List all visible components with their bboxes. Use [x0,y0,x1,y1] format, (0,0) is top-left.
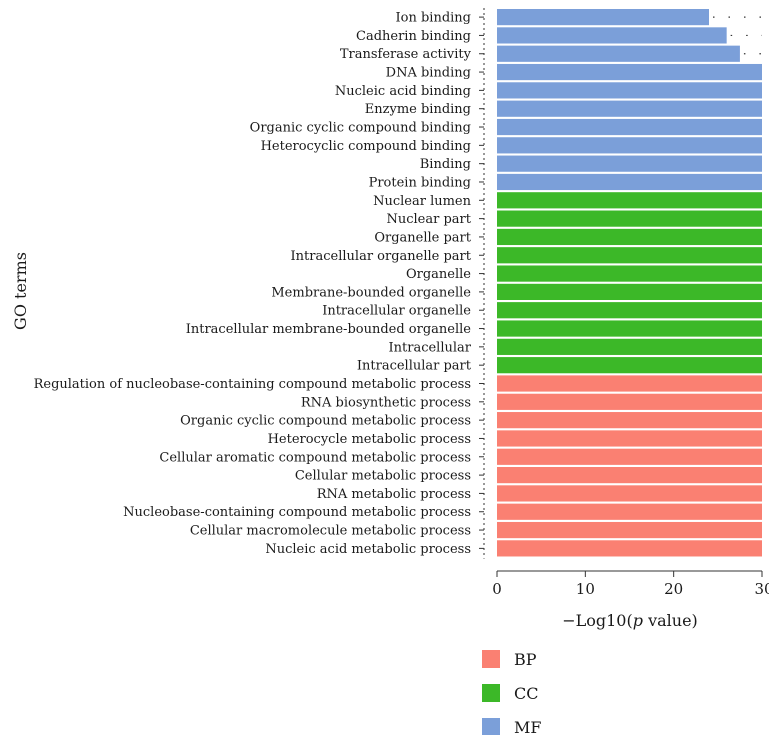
bar [497,100,762,117]
y-tick-label: Organelle part [374,230,471,245]
legend-label-mf: MF [514,718,541,735]
bar [497,118,762,136]
bar [497,155,762,172]
y-tick-label: Protein binding [369,175,471,190]
y-tick-label: Cellular macromolecule metabolic process [190,524,471,539]
y-tick-label: Binding [420,157,471,172]
x-tick-label: 0 [492,580,502,598]
y-tick-label: Organelle [406,267,471,282]
y-tick-label: Intracellular membrane-bounded organelle [186,322,472,337]
y-tick-label: Nucleic acid metabolic process [265,542,471,557]
bar [497,521,762,539]
y-tick-label: Cadherin binding [356,29,471,44]
y-tick-label: Regulation of nucleobase-containing comp… [34,377,471,392]
bar [497,540,762,557]
bar [497,27,727,44]
y-tick-label: Transferase activity [340,47,472,62]
y-tick-label: Cellular aromatic compound metabolic pro… [159,450,471,465]
y-tick-label: Intracellular organelle part [291,249,472,264]
bar [497,173,762,191]
x-axis-title: −Log10(p value) [562,611,698,630]
x-axis-title-prefix: −Log10( [562,611,633,630]
x-tick-label: 30 [754,580,769,598]
bar [497,228,762,246]
bar [497,467,762,484]
x-axis: 0 10 20 30 [492,570,769,598]
bar [497,485,762,502]
y-tick-label: Ion binding [396,11,472,26]
bar [497,45,740,62]
bar [497,137,762,154]
bar [497,265,762,282]
y-tick-label: Nucleobase-containing compound metabolic… [123,505,471,520]
bar [497,63,762,81]
y-tick-label: DNA binding [386,66,471,81]
bar [497,283,762,300]
bar [497,503,762,520]
legend-label-cc: CC [514,684,538,703]
y-tick-label: Intracellular organelle [322,304,471,319]
bar [497,302,762,319]
bar [497,393,762,410]
legend-label-bp: BP [514,650,537,669]
y-tick-label: Nucleic acid binding [335,84,471,99]
y-tick-label: Cellular metabolic process [295,469,471,484]
y-tick-label: Organic cyclic compound metabolic proces… [180,414,471,429]
y-tick-label: RNA metabolic process [317,487,471,502]
y-tick-label: Organic cyclic compound binding [250,121,471,136]
x-axis-title-suffix: value) [643,611,698,630]
bar [497,430,762,447]
y-tick-label: Heterocyclic compound binding [261,139,471,154]
legend-swatch-cc [482,684,500,702]
y-tick-label: Nuclear lumen [373,194,472,209]
legend-swatch-bp [482,650,500,668]
bar [497,210,762,227]
x-axis-title-italic: p [633,611,643,630]
legend: BP CC MF [482,650,541,735]
bar [497,338,762,355]
bar [497,247,762,264]
bar [497,375,762,392]
x-tick-label: 10 [576,580,595,598]
bar [497,448,762,465]
bars-layer [497,9,762,557]
bar [497,192,762,209]
bar [497,9,709,26]
bar [497,412,762,429]
y-tick-label: Heterocycle metabolic process [268,432,471,447]
y-tick-label: Nuclear part [387,212,472,227]
y-tick-label: Enzyme binding [365,102,471,117]
y-tick-label: Intracellular [389,340,472,355]
x-tick-label: 20 [664,580,683,598]
y-tick-label: Membrane-bounded organelle [271,285,471,300]
y-axis: Ion binding Cadherin binding Transferase a… [34,8,485,559]
legend-swatch-mf [482,718,500,735]
y-tick-label: RNA biosynthetic process [301,395,471,410]
bar [497,320,762,337]
bar [497,82,762,99]
bar [497,357,762,374]
y-tick-label: Intracellular part [357,359,472,374]
y-axis-title: GO terms [11,252,30,330]
